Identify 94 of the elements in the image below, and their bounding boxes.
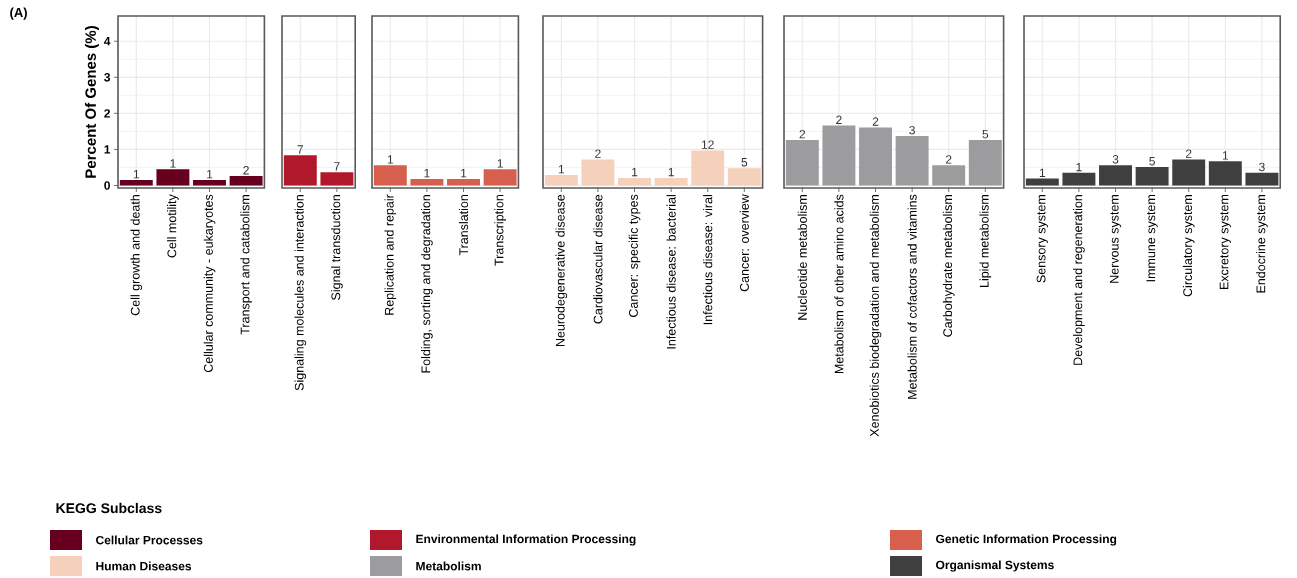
x-tick-label: Immune system [1146,195,1158,282]
text: (A) [10,7,27,20]
x-tick-label: Replication and repair [384,194,397,315]
annotation: 2 [872,117,879,126]
bar [895,136,929,186]
legend-label: Human Diseases [96,561,192,571]
annotation: 2 [799,129,806,139]
bar [1062,172,1096,186]
legend-title: KEGG Subclass [56,502,162,514]
legend-label: Environmental Information Processing [416,534,636,546]
bar [1245,172,1279,186]
y-tick-label: 2 [104,109,110,118]
x-tick-label: Circulatory system [1182,195,1195,297]
annotation: 5 [982,129,989,139]
annotation: 1 [461,169,467,178]
bar [727,168,761,186]
bar [1172,159,1206,186]
annotation: 7 [297,145,304,154]
y-tick-label: 1 [104,145,111,154]
x-tick-label: Metabolism of cofactors and vitamins [907,194,917,399]
bar [544,175,578,186]
annotation: 2 [1185,149,1192,158]
annotation: 2 [945,155,952,164]
x-tick-label: Translation [458,195,469,256]
y-tick-label: 0 [104,181,110,190]
bar [859,127,892,186]
x-tick-label: Cell growth and death [130,195,143,316]
x-tick-label: Nucleotide metabolism [797,195,807,320]
annotation: 1 [207,170,213,179]
bar [968,140,1002,186]
bar [581,159,615,186]
annotation: 1 [170,159,176,168]
annotation: 1 [1039,168,1046,177]
annotation: 1 [387,155,394,164]
annotation: 1 [497,159,503,168]
x-tick-label: Cell motility [167,194,179,258]
x-tick-label: Transport and catabolism [240,195,252,335]
x-tick-label: Cancer: specific types [628,194,641,317]
annotation: 2 [836,115,842,124]
annotation: 3 [1112,155,1119,164]
bar [654,177,688,186]
x-tick-label: Xenobiotics biodegradation and metabolism [869,195,882,437]
bar [229,176,263,186]
annotation: 1 [1222,151,1229,160]
bar [1208,161,1242,186]
x-tick-label: Endocrine system [1256,195,1268,293]
y-tick-label: 4 [103,37,111,46]
bar [785,140,819,186]
bar [1135,167,1169,186]
annotation: 5 [1149,157,1155,166]
legend-label: Organismal Systems [936,560,1054,572]
annotation: 2 [595,149,601,158]
x-tick-label: Cancer: overview [739,194,749,292]
x-tick-label: Signaling molecules and interaction [294,195,307,391]
bar [932,165,966,186]
annotation: 1 [668,167,674,177]
x-tick-label: Cellular community - eukaryotes [203,194,216,373]
x-tick-label: Lipid metabolism [979,195,992,287]
x-tick-label: Nervous system [1109,195,1122,283]
bar [822,125,856,186]
legend-label: Genetic Information Processing [936,534,1117,546]
bar [618,177,651,186]
legend-label: Metabolism [416,561,481,571]
annotation: 12 [701,140,714,149]
annotation: 1 [133,170,140,179]
x-tick-label: Transcription [494,195,506,266]
x-tick-label: Excretory system [1219,195,1231,290]
y-axis-title: Percent Of Genes (%) [84,26,99,178]
annotation: 5 [741,158,748,167]
x-tick-label: Carbohydrate metabolism [942,195,955,337]
x-tick-label: Infectious disease: viral [703,195,713,325]
x-tick-label: Metabolism of other amino acids [834,194,844,374]
annotation: 1 [632,167,638,177]
bar [119,180,153,186]
annotation: 2 [243,166,249,175]
bar [1099,165,1132,186]
annotation: 1 [558,165,565,174]
x-tick-label: Sensory system [1036,195,1048,283]
x-tick-label: Cardiovascular disease [593,194,603,324]
bar [156,169,190,186]
x-tick-label: Signal transduction [331,195,343,300]
annotation: 3 [1259,162,1265,172]
x-tick-label: Folding, sorting and degradation [421,195,433,373]
bar [691,150,725,186]
annotation: 1 [424,169,430,178]
bar [193,180,226,186]
x-tick-label: Infectious disease: bacterial [666,195,676,349]
legend-label: Cellular Processes [96,535,203,545]
y-tick-label: 3 [104,73,111,82]
annotation: 1 [1076,162,1082,172]
x-tick-label: Neurodegenerative disease [555,194,568,347]
annotation: 3 [909,125,915,135]
x-tick-label: Development and regeneration [1073,195,1085,365]
annotation: 7 [334,162,340,171]
